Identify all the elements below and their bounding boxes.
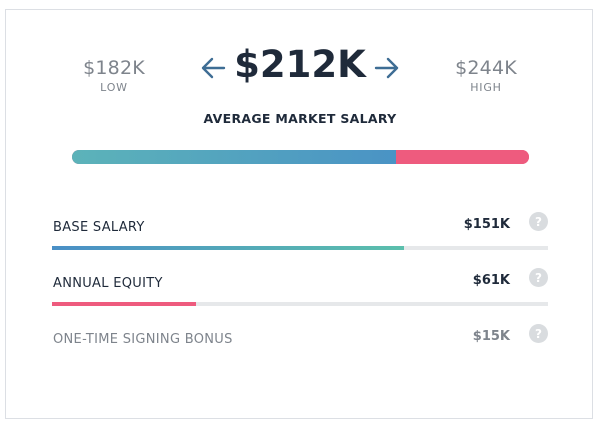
composition-equity-segment	[396, 150, 529, 164]
high-caption: HIGH	[470, 81, 502, 94]
high-value: $244K	[455, 57, 517, 79]
arrow-right-icon[interactable]	[372, 55, 402, 81]
low-caption: LOW	[100, 81, 128, 94]
help-icon[interactable]: ?	[529, 324, 548, 343]
component-fill	[52, 302, 196, 306]
component-track	[52, 246, 548, 250]
component-value: $15K	[472, 329, 510, 344]
component-track	[52, 302, 548, 306]
help-icon[interactable]: ?	[529, 212, 548, 231]
composition-base-segment	[72, 150, 397, 164]
composition-bar	[72, 150, 529, 164]
average-salary-caption: AVERAGE MARKET SALARY	[203, 111, 397, 126]
salary-card	[5, 9, 593, 419]
help-icon[interactable]: ?	[529, 268, 548, 287]
component-label: ANNUAL EQUITY	[53, 276, 163, 291]
component-label: ONE-TIME SIGNING BONUS	[53, 332, 233, 347]
arrow-left-icon[interactable]	[198, 55, 228, 81]
range-high: $244K HIGH	[436, 57, 536, 94]
component-fill	[52, 246, 405, 250]
component-value: $151K	[463, 217, 510, 232]
component-label: BASE SALARY	[53, 220, 145, 235]
range-low: $182K LOW	[64, 57, 164, 94]
low-value: $182K	[83, 57, 145, 79]
average-salary-value: $212K	[234, 43, 366, 86]
component-value: $61K	[472, 273, 510, 288]
